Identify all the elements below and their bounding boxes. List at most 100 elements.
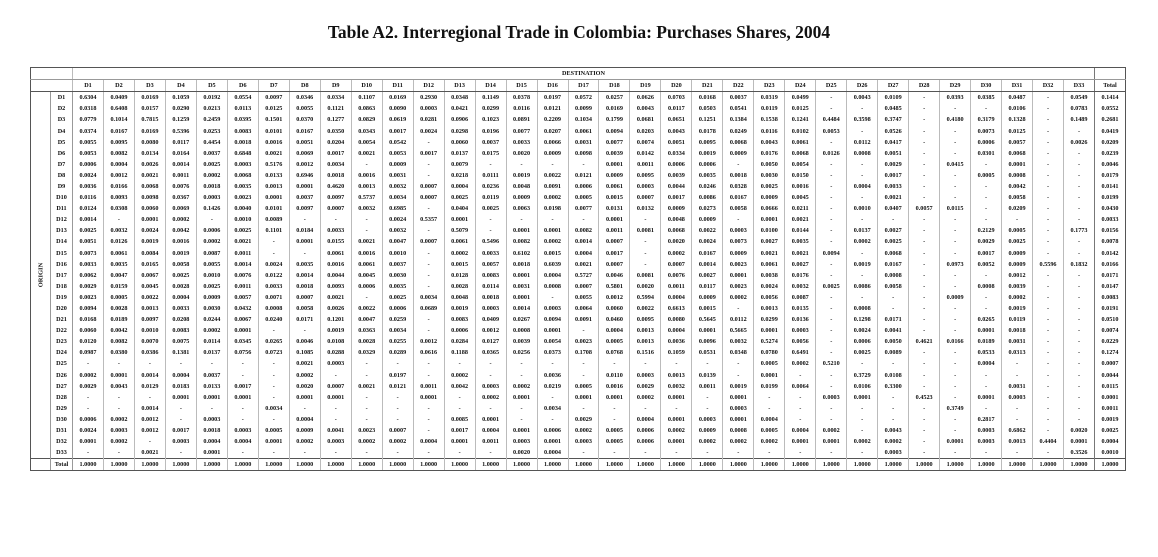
cell: 0.6491	[784, 347, 816, 359]
cell: 0.0023	[72, 291, 104, 303]
cell: 0.0007	[629, 192, 661, 204]
cell: 0.0037	[722, 91, 754, 104]
cell: 0.1107	[350, 91, 383, 104]
cell: 0.0050	[877, 336, 909, 348]
cell: 1.0000	[133, 458, 166, 472]
cell: 0.0029	[72, 280, 104, 292]
cell: 0.0054	[350, 136, 383, 148]
cell: 0.0001	[164, 391, 197, 403]
cell: 0.0011	[226, 280, 259, 292]
cell: 0.0099	[567, 103, 599, 115]
cell: -	[598, 413, 630, 425]
cell: 0.0008	[505, 325, 538, 337]
cell: -	[908, 269, 940, 281]
cell: -	[815, 258, 847, 270]
cell: 0.3598	[846, 114, 878, 126]
cell: 0.0159	[102, 280, 135, 292]
cell: -	[226, 402, 259, 414]
cell: -	[1032, 214, 1064, 226]
cell: 0.0002	[1001, 291, 1033, 303]
cell: 0.0101	[257, 125, 290, 137]
cell: 0.0001	[505, 391, 538, 403]
cell: 0.0829	[350, 114, 383, 126]
cell: 0.0068	[226, 169, 259, 181]
cell: 0.0011	[474, 436, 507, 448]
row-header: D28	[50, 391, 73, 403]
cell: 0.0265	[970, 314, 1002, 326]
cell: 0.0003	[691, 413, 723, 425]
row-header: D2	[50, 103, 73, 115]
cell: 0.0027	[753, 236, 785, 248]
cell: -	[257, 369, 290, 381]
table-row: D16 0.0033 0.0035 0.0165 0.0058 0.0055 0.0014 0…	[31, 258, 1127, 270]
cell: -	[1001, 369, 1033, 381]
cell: 0.0273	[691, 203, 723, 215]
cell: 0.0001	[598, 158, 630, 170]
cell: -	[908, 380, 940, 392]
row-header: D24	[50, 347, 73, 359]
cell: 0.0071	[257, 291, 290, 303]
cell: -	[567, 158, 599, 170]
cell: 0.0141	[1093, 180, 1127, 193]
cell: -	[846, 447, 878, 459]
column-header: D7	[257, 79, 290, 93]
cell: 0.0008	[846, 147, 878, 159]
cell: 0.0395	[226, 114, 259, 126]
cell: 0.0097	[319, 192, 352, 204]
cell: -	[629, 247, 661, 259]
cell: 0.5210	[815, 358, 847, 370]
cell: 0.0001	[598, 214, 630, 226]
table-row: D32 0.0001 0.0002-0.0003 0.0004 0.0004 0.0001…	[31, 436, 1127, 448]
cell: 0.0045	[350, 269, 383, 281]
cell: -	[1063, 325, 1095, 337]
cell: 0.0054	[784, 158, 816, 170]
table-row: D27 0.0029 0.0043 0.0129 0.0183 0.0133 0.0017-…	[31, 380, 1127, 392]
cell: 0.0019	[1093, 413, 1127, 425]
cell: -	[939, 280, 971, 292]
cell: -	[1032, 114, 1064, 126]
cell: 0.0057	[226, 291, 259, 303]
cell: 0.0045	[784, 192, 816, 204]
cell: 0.0058	[722, 203, 754, 215]
cell: 0.0029	[629, 380, 661, 392]
cell: 0.0025	[846, 347, 878, 359]
cell: 0.0003	[226, 425, 259, 437]
cell: 0.0176	[784, 269, 816, 281]
cell: 0.0043	[102, 380, 135, 392]
cell: -	[908, 136, 940, 148]
cell: 0.0768	[598, 347, 630, 359]
cell: -	[474, 214, 507, 226]
cell: -	[226, 358, 259, 370]
cell: -	[815, 302, 847, 315]
cell: 0.0043	[877, 425, 909, 437]
cell: 0.0056	[784, 336, 816, 348]
cell: 0.0209	[1093, 136, 1127, 148]
cell: 0.0014	[164, 158, 197, 170]
cell: 0.1799	[598, 114, 630, 126]
cell: 0.0015	[598, 192, 630, 204]
column-header: D17	[567, 79, 599, 93]
cell: 0.0028	[102, 302, 135, 315]
column-header: D23	[753, 79, 785, 93]
cell: -	[474, 158, 507, 170]
cell: 0.0017	[412, 147, 445, 159]
cell: 1.0000	[319, 458, 352, 472]
cell: -	[1032, 280, 1064, 292]
cell: 0.0142	[629, 147, 661, 159]
cell: -	[1032, 103, 1064, 115]
cell: 0.0024	[257, 258, 290, 270]
cell: 0.0002	[381, 436, 414, 448]
cell: -	[1032, 169, 1064, 181]
cell: 0.0124	[72, 203, 104, 215]
cell: -	[412, 225, 445, 237]
cell: 0.0074	[629, 136, 661, 148]
cell: 1.0000	[350, 458, 383, 472]
cell: 0.0002	[660, 425, 692, 437]
cell: 0.0010	[195, 269, 228, 281]
cell: 0.0003	[474, 380, 507, 392]
cell: 0.0171	[288, 314, 321, 326]
cell: -	[1001, 402, 1033, 414]
cell: -	[319, 214, 352, 226]
cell: 1.0000	[598, 458, 630, 472]
cell: 0.3749	[939, 402, 971, 414]
